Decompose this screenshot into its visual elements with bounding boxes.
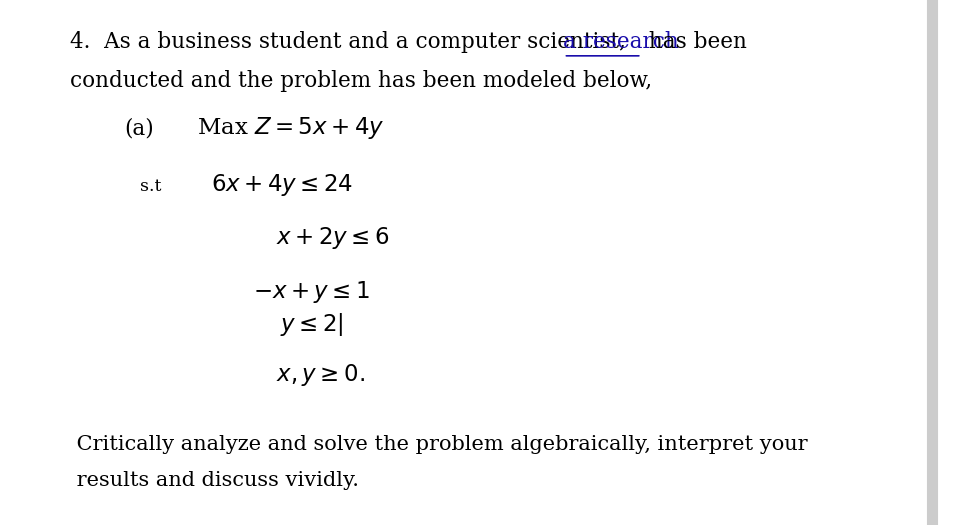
Text: Max $Z = 5x + 4y$: Max $Z = 5x + 4y$ — [198, 116, 385, 141]
Text: $y \leq 2|$: $y \leq 2|$ — [280, 311, 344, 338]
Text: 4.  As a business student and a computer scientist,: 4. As a business student and a computer … — [71, 31, 633, 53]
Text: Critically analyze and solve the problem algebraically, interpret your: Critically analyze and solve the problem… — [71, 435, 808, 454]
Text: conducted and the problem has been modeled below,: conducted and the problem has been model… — [71, 70, 652, 92]
Text: $x, y \geq 0.$: $x, y \geq 0.$ — [275, 362, 364, 388]
Text: $6x + 4y \leq 24$: $6x + 4y \leq 24$ — [211, 172, 354, 198]
Text: (a): (a) — [124, 118, 153, 139]
Text: results and discuss vividly.: results and discuss vividly. — [71, 471, 359, 490]
Text: $-x + y \leq 1$: $-x + y \leq 1$ — [253, 279, 369, 304]
Text: has been: has been — [641, 31, 746, 53]
Text: a research: a research — [564, 31, 679, 53]
Text: s.t: s.t — [141, 178, 162, 195]
Text: $x + 2y \leq 6$: $x + 2y \leq 6$ — [275, 225, 390, 251]
